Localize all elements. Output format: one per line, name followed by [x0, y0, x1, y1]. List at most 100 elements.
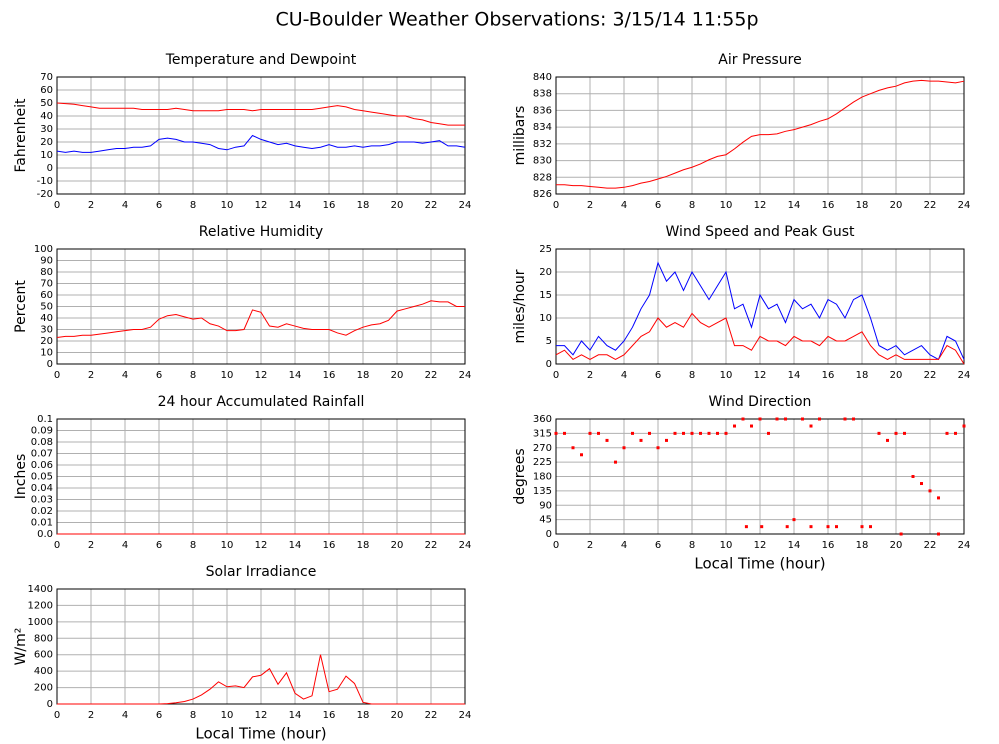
scatter-point	[869, 525, 872, 529]
x-tick-label: 6	[156, 370, 162, 381]
y-axis-label: Percent	[13, 280, 29, 333]
x-tick-label: 14	[289, 540, 302, 551]
x-tick-label: 22	[425, 370, 438, 381]
x-tick-label: 14	[289, 710, 302, 721]
plot-frame	[555, 248, 965, 365]
y-tick-label: 90	[40, 256, 53, 267]
x-tick-label: 22	[924, 540, 937, 551]
scatter-point	[835, 525, 838, 529]
chart: Relative HumidityPercent0102030405060708…	[13, 224, 471, 381]
y-tick-label: 838	[533, 89, 552, 100]
y-tick-label: 0.04	[31, 483, 53, 494]
scatter-point	[767, 431, 770, 435]
y-tick-label: 400	[34, 666, 53, 677]
scatter-point	[852, 417, 855, 421]
series-line	[556, 79, 965, 189]
y-tick-label: 25	[539, 244, 552, 255]
scatter-point	[818, 417, 821, 421]
scatter-point	[758, 417, 762, 421]
x-tick-label: 4	[122, 710, 128, 721]
x-tick-label: 16	[323, 200, 336, 211]
y-tick-label: 10	[539, 313, 552, 324]
x-tick-label: 2	[88, 370, 94, 381]
x-tick-label: 16	[323, 540, 336, 551]
scatter-point	[928, 489, 932, 493]
x-tick-label: 16	[822, 370, 835, 381]
chart-title: Solar Irradiance	[206, 564, 317, 580]
x-tick-label: 4	[122, 370, 128, 381]
x-tick-label: 0	[553, 540, 559, 551]
scatter-point	[785, 525, 789, 529]
x-tick-label: 14	[289, 370, 302, 381]
y-axis-label: Inches	[13, 454, 29, 499]
scatter-point	[877, 431, 881, 435]
x-tick-label: 16	[323, 370, 336, 381]
y-tick-label: 0.06	[31, 460, 53, 471]
y-tick-label: 20	[539, 267, 552, 278]
series-line	[57, 654, 465, 705]
y-tick-label: 315	[533, 428, 552, 439]
scatter-point	[843, 417, 847, 421]
x-tick-label: 0	[54, 540, 60, 551]
plot-frame	[555, 76, 965, 195]
scatter-point	[707, 431, 711, 435]
series-line	[56, 134, 466, 153]
x-tick-label: 18	[856, 200, 869, 211]
y-tick-label: 100	[34, 244, 53, 255]
x-tick-label: 18	[357, 200, 370, 211]
x-tick-label: 22	[425, 710, 438, 721]
x-tick-label: 10	[221, 200, 234, 211]
x-tick-label: 0	[54, 370, 60, 381]
x-tick-label: 10	[720, 370, 733, 381]
scatter-point	[937, 532, 940, 536]
x-tick-label: 18	[357, 540, 370, 551]
scatter-point	[733, 424, 736, 428]
chart-title: Temperature and Dewpoint	[165, 52, 357, 68]
scatter-point	[741, 417, 745, 421]
scatter-point	[809, 525, 813, 529]
scatter-point	[954, 431, 957, 435]
scatter-point	[699, 431, 702, 435]
x-tick-label: 0	[553, 200, 559, 211]
x-tick-label: 12	[255, 540, 268, 551]
x-tick-label: 12	[255, 710, 268, 721]
x-tick-label: 10	[720, 200, 733, 211]
y-tick-label: 90	[539, 500, 552, 511]
x-tick-label: 10	[720, 540, 733, 551]
y-tick-label: 10	[40, 348, 53, 359]
y-tick-label: 200	[34, 683, 53, 694]
x-axis-label: Local Time (hour)	[195, 725, 326, 743]
scatter-point	[690, 431, 694, 435]
x-tick-label: 18	[856, 540, 869, 551]
scatter-point	[826, 525, 830, 529]
x-axis-label: Local Time (hour)	[694, 555, 825, 573]
x-tick-label: 24	[459, 710, 472, 721]
scatter-point	[809, 424, 813, 428]
scatter-point	[750, 424, 753, 428]
x-tick-label: 6	[156, 710, 162, 721]
x-tick-label: 24	[958, 200, 971, 211]
scatter-point	[605, 438, 609, 442]
scatter-point	[886, 438, 889, 442]
scatter-point	[784, 417, 787, 421]
x-tick-label: 22	[924, 200, 937, 211]
x-tick-label: 2	[88, 200, 94, 211]
y-tick-label: 5	[546, 336, 552, 347]
x-tick-label: 20	[890, 540, 903, 551]
x-tick-label: 12	[255, 370, 268, 381]
x-tick-label: 20	[890, 200, 903, 211]
plot-frame	[56, 76, 466, 195]
y-tick-label: 1200	[28, 600, 53, 611]
x-tick-label: 24	[958, 540, 971, 551]
y-tick-label: 1400	[28, 584, 53, 595]
scatter-point	[597, 431, 600, 435]
x-tick-label: 24	[459, 540, 472, 551]
scatter-point	[801, 417, 804, 421]
y-tick-label: 840	[533, 72, 552, 83]
y-tick-label: 270	[533, 443, 552, 454]
x-tick-label: 18	[357, 370, 370, 381]
y-tick-label: 0	[47, 359, 53, 370]
y-tick-label: 1000	[28, 617, 53, 628]
y-tick-label: 180	[533, 472, 552, 483]
